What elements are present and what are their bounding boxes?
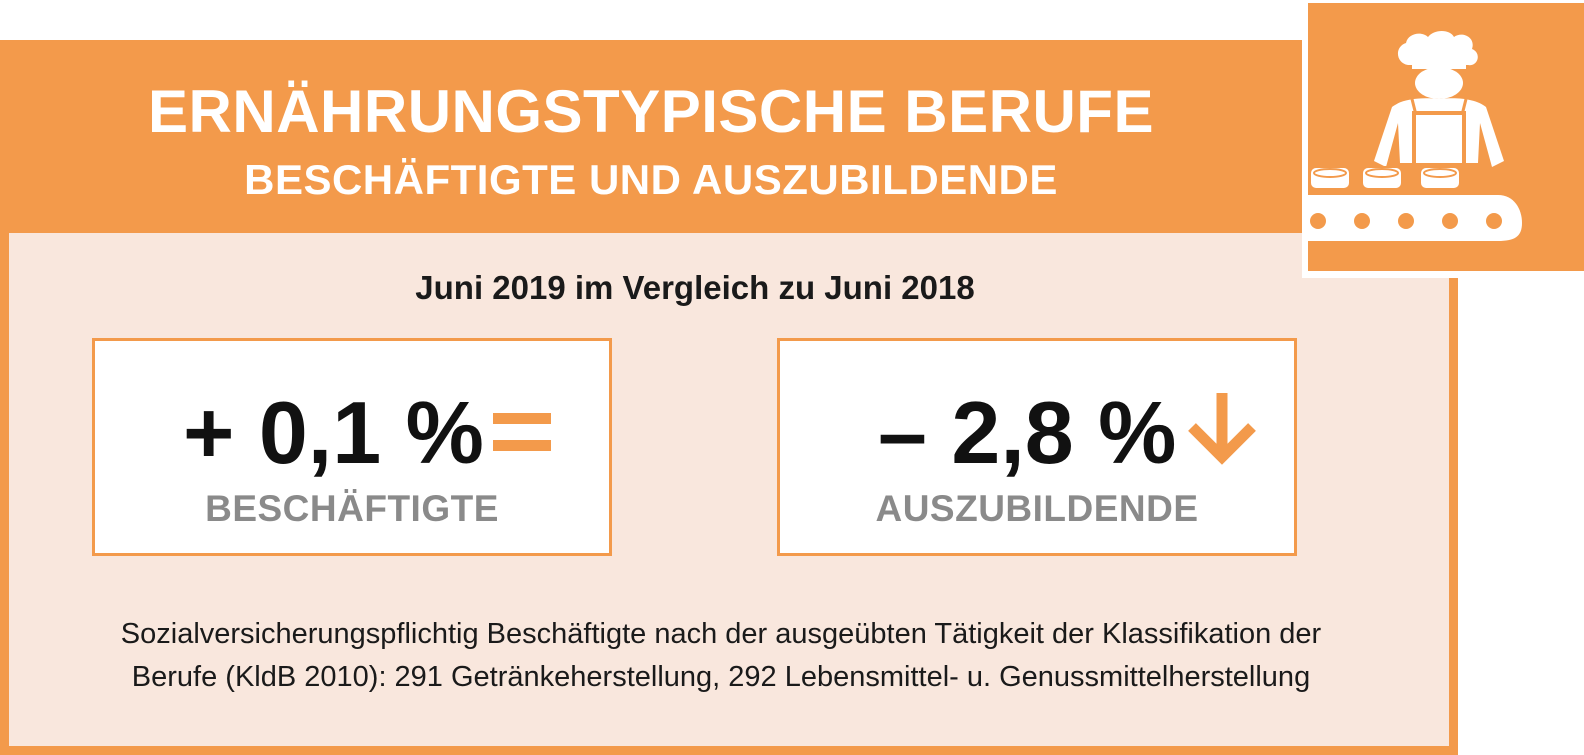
stat-label: AUSZUBILDENDE bbox=[875, 488, 1199, 529]
footnote-line: Berufe (KldB 2010): 291 Getränkeherstell… bbox=[131, 661, 1311, 693]
header-bar bbox=[0, 40, 1302, 233]
equals-icon bbox=[493, 413, 551, 453]
source-footnote: Sozialversicherungspflichtig Beschäftigt… bbox=[60, 613, 1382, 699]
page-title: ERNÄHRUNGSTYPISCHE BERUFE bbox=[148, 78, 1154, 145]
stat-card-employees: + 0,1 % BESCHÄFTIGTE bbox=[92, 338, 612, 556]
page-subtitle: BESCHÄFTIGTE UND AUSZUBILDENDE bbox=[244, 156, 1058, 203]
comparison-period: Juni 2019 im Vergleich zu Juni 2018 bbox=[415, 269, 975, 306]
stat-label: BESCHÄFTIGTE bbox=[205, 488, 499, 529]
stat-value: – 2,8 % bbox=[878, 383, 1177, 482]
food-worker-conveyor-icon bbox=[1308, 3, 1584, 271]
stat-card-apprentices: – 2,8 % AUSZUBILDENDE bbox=[777, 338, 1297, 556]
stat-value: + 0,1 % bbox=[183, 383, 484, 482]
footnote-line: Sozialversicherungspflichtig Beschäftigt… bbox=[120, 618, 1322, 650]
arrow-down-icon bbox=[1186, 391, 1258, 465]
header-icon-frame bbox=[1302, 0, 1584, 278]
